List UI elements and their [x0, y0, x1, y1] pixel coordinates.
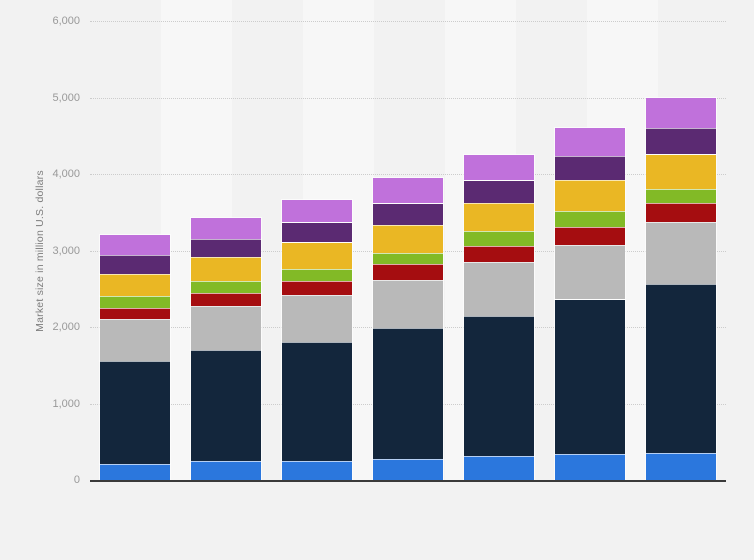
- bar-3-segment-1-blue[interactable]: [282, 461, 353, 480]
- bar-4-segment-2-dark-navy[interactable]: [373, 328, 443, 460]
- bar-7-segment-8-orchid[interactable]: [645, 97, 716, 129]
- bar-4-segment-8-orchid[interactable]: [373, 178, 443, 204]
- y-tick-label: 1,000: [52, 397, 80, 410]
- gridline-6000: [90, 21, 726, 22]
- stacked-bar-4: [373, 0, 443, 480]
- y-tick-label: 6,000: [52, 15, 80, 27]
- stacked-bar-2: [191, 0, 262, 480]
- bar-2-segment-6-yellow[interactable]: [191, 256, 262, 281]
- stacked-bar-1: [100, 0, 171, 480]
- bar-1-segment-1-blue[interactable]: [100, 463, 171, 480]
- bar-6-segment-2-dark-navy[interactable]: [554, 299, 625, 455]
- y-tick-label: 0: [73, 474, 80, 486]
- bar-6-segment-3-gray[interactable]: [554, 245, 625, 300]
- bar-6-segment-5-green[interactable]: [554, 211, 625, 228]
- bar-1-segment-3-gray[interactable]: [100, 319, 171, 362]
- stacked-bar-5: [463, 0, 534, 480]
- stacked-bar-6: [554, 0, 625, 480]
- bar-3-segment-5-green[interactable]: [282, 269, 353, 282]
- bar-2-segment-4-dark-red[interactable]: [191, 292, 262, 306]
- bar-3-segment-3-gray[interactable]: [282, 294, 353, 342]
- y-tick-label: 4,000: [52, 168, 80, 180]
- bar-1-segment-6-yellow[interactable]: [100, 274, 171, 296]
- y-tick-label: 5,000: [52, 91, 80, 104]
- bar-5-segment-2-dark-navy[interactable]: [463, 315, 534, 456]
- bar-1-segment-4-dark-red[interactable]: [100, 307, 171, 319]
- bar-3-segment-2-dark-navy[interactable]: [282, 341, 353, 462]
- bar-1-segment-2-dark-navy[interactable]: [100, 361, 171, 464]
- bar-6-segment-7-purple[interactable]: [554, 156, 625, 180]
- bar-7-segment-6-yellow[interactable]: [645, 154, 716, 189]
- bar-2-segment-7-purple[interactable]: [191, 239, 262, 257]
- stacked-bar-3: [282, 0, 353, 480]
- bar-2-segment-2-dark-navy[interactable]: [191, 349, 262, 462]
- bar-6-segment-1-blue[interactable]: [554, 454, 625, 480]
- bar-3-segment-7-purple[interactable]: [282, 222, 353, 243]
- bar-7-segment-4-dark-red[interactable]: [645, 202, 716, 223]
- bar-6-segment-6-yellow[interactable]: [554, 179, 625, 212]
- bar-3-segment-4-dark-red[interactable]: [282, 281, 353, 295]
- bar-4-segment-3-gray[interactable]: [373, 280, 443, 329]
- bar-3-segment-6-yellow[interactable]: [282, 242, 353, 270]
- bar-5-segment-4-dark-red[interactable]: [463, 246, 534, 262]
- x-axis-line: [90, 480, 726, 482]
- bar-4-segment-5-green[interactable]: [373, 252, 443, 265]
- bar-7-segment-1-blue[interactable]: [645, 453, 716, 480]
- bar-5-segment-8-orchid[interactable]: [463, 154, 534, 181]
- bar-1-segment-5-green[interactable]: [100, 296, 171, 308]
- bar-5-segment-3-gray[interactable]: [463, 262, 534, 316]
- y-tick-label: 2,000: [52, 321, 80, 333]
- bar-1-segment-8-orchid[interactable]: [100, 235, 171, 256]
- bar-2-segment-5-green[interactable]: [191, 280, 262, 293]
- bar-7-segment-5-green[interactable]: [645, 188, 716, 203]
- bar-5-segment-5-green[interactable]: [463, 231, 534, 247]
- gridline-5000: [90, 97, 726, 99]
- bar-3-segment-8-orchid[interactable]: [282, 199, 353, 223]
- bar-4-segment-6-yellow[interactable]: [373, 224, 443, 253]
- bar-2-segment-3-gray[interactable]: [191, 306, 262, 350]
- stacked-bar-7: [645, 0, 716, 480]
- bar-1-segment-7-purple[interactable]: [100, 255, 171, 275]
- bar-7-segment-3-gray[interactable]: [645, 222, 716, 284]
- bar-4-segment-1-blue[interactable]: [373, 459, 443, 480]
- bar-2-segment-8-orchid[interactable]: [191, 217, 262, 240]
- bar-6-segment-8-orchid[interactable]: [554, 128, 625, 157]
- bar-7-segment-2-dark-navy[interactable]: [645, 283, 716, 454]
- y-tick-label: 3,000: [52, 244, 80, 257]
- bar-4-segment-7-purple[interactable]: [373, 203, 443, 225]
- bar-5-segment-1-blue[interactable]: [463, 455, 534, 480]
- bar-5-segment-6-yellow[interactable]: [463, 202, 534, 232]
- bar-2-segment-1-blue[interactable]: [191, 461, 262, 480]
- y-axis-title: Market size in million U.S. dollars: [34, 170, 46, 332]
- bar-6-segment-4-dark-red[interactable]: [554, 227, 625, 246]
- bar-5-segment-7-purple[interactable]: [463, 180, 534, 203]
- bar-4-segment-4-dark-red[interactable]: [373, 264, 443, 280]
- gridline-4000: [90, 174, 726, 175]
- bar-7-segment-7-purple[interactable]: [645, 128, 716, 155]
